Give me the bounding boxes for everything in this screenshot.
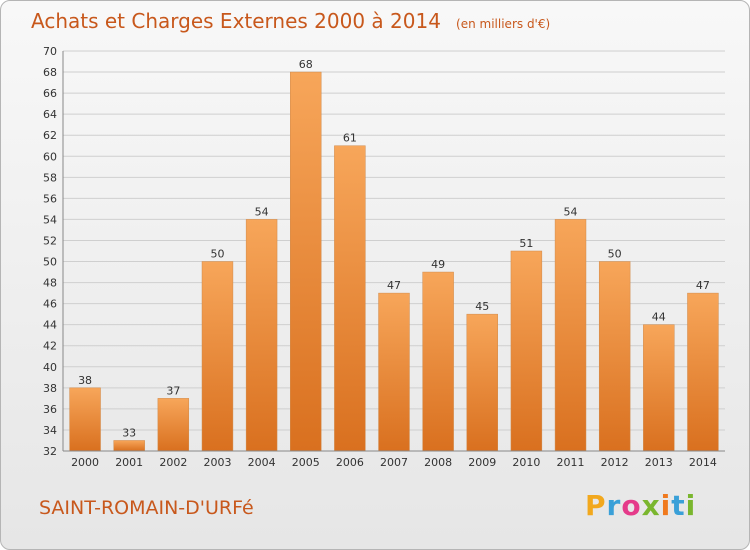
x-tick-label: 2004 — [248, 456, 276, 469]
y-tick-label: 58 — [43, 171, 57, 184]
bar — [245, 219, 278, 452]
x-tick-label: 2002 — [159, 456, 187, 469]
x-tick-label: 2010 — [512, 456, 540, 469]
y-tick-label: 46 — [43, 298, 57, 311]
bar — [510, 250, 543, 452]
x-tick-label: 2012 — [601, 456, 629, 469]
bar — [157, 398, 190, 452]
bar — [422, 271, 454, 452]
y-tick-label: 42 — [43, 340, 57, 353]
y-tick-label: 48 — [43, 277, 57, 290]
data-label: 45 — [475, 300, 489, 313]
y-tick-label: 62 — [43, 129, 57, 142]
y-tick-label: 44 — [43, 319, 57, 332]
data-label: 50 — [210, 248, 224, 261]
logo-letter: i — [685, 489, 697, 522]
data-label: 68 — [299, 58, 313, 71]
bar — [290, 71, 322, 452]
x-tick-label: 2006 — [336, 456, 364, 469]
x-tick-label: 2003 — [203, 456, 231, 469]
data-label: 47 — [387, 279, 401, 292]
bar — [687, 292, 719, 452]
proxiti-logo: Proxiti — [585, 489, 696, 522]
x-tick-label: 2000 — [71, 456, 99, 469]
x-tick-label: 2008 — [424, 456, 452, 469]
y-tick-label: 50 — [43, 256, 57, 269]
logo-letter: t — [671, 489, 686, 522]
y-tick-label: 56 — [43, 192, 57, 205]
y-tick-label: 38 — [43, 382, 57, 395]
bar — [554, 219, 587, 452]
x-tick-label: 2013 — [645, 456, 673, 469]
data-label: 54 — [564, 205, 578, 218]
logo-letter: i — [660, 489, 672, 522]
data-label: 49 — [431, 258, 445, 271]
chart-title: Achats et Charges Externes 2000 à 2014 — [31, 9, 441, 33]
bar — [201, 261, 234, 452]
y-tick-label: 34 — [43, 424, 57, 437]
y-tick-label: 32 — [43, 445, 57, 458]
chart-unit: (en milliers d'€) — [456, 17, 551, 31]
data-label: 44 — [652, 311, 666, 324]
y-tick-label: 70 — [43, 45, 57, 58]
bar — [69, 387, 101, 452]
y-tick-label: 68 — [43, 66, 57, 79]
x-tick-label: 2011 — [557, 456, 585, 469]
x-tick-label: 2005 — [292, 456, 320, 469]
x-tick-label: 2009 — [468, 456, 496, 469]
x-tick-label: 2001 — [115, 456, 143, 469]
data-label: 51 — [519, 237, 533, 250]
logo-letter: x — [641, 489, 661, 522]
logo-letter: o — [621, 489, 642, 522]
bar — [378, 292, 410, 452]
bar — [113, 440, 145, 452]
data-label: 61 — [343, 132, 357, 145]
y-tick-label: 54 — [43, 213, 57, 226]
commune-name: SAINT-ROMAIN-D'URFé — [39, 497, 254, 519]
y-tick-label: 64 — [43, 108, 57, 121]
data-label: 38 — [78, 374, 92, 387]
bar — [643, 324, 675, 452]
chart-title-row: Achats et Charges Externes 2000 à 2014 (… — [31, 9, 550, 33]
x-tick-label: 2007 — [380, 456, 408, 469]
x-tick-label: 2014 — [689, 456, 717, 469]
data-label: 33 — [122, 426, 136, 439]
bar — [334, 145, 366, 452]
y-tick-label: 66 — [43, 87, 57, 100]
data-label: 37 — [166, 384, 180, 397]
y-tick-label: 36 — [43, 403, 57, 416]
logo-letter: r — [606, 489, 622, 522]
data-label: 47 — [696, 279, 710, 292]
logo-letter: P — [585, 489, 607, 522]
data-label: 50 — [608, 248, 622, 261]
y-tick-label: 60 — [43, 150, 57, 163]
y-tick-label: 40 — [43, 361, 57, 374]
bar — [598, 261, 631, 452]
y-tick-label: 52 — [43, 234, 57, 247]
data-label: 54 — [255, 205, 269, 218]
bar — [466, 313, 498, 452]
